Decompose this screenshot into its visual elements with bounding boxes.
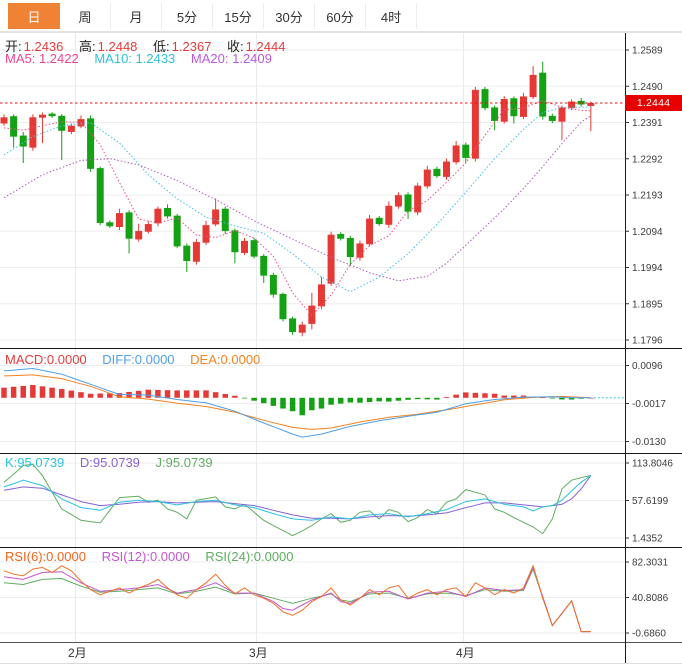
svg-text:113.8046: 113.8046: [632, 459, 673, 470]
svg-text:1.2292: 1.2292: [632, 154, 663, 165]
svg-text:0.0096: 0.0096: [632, 361, 663, 372]
tab-30min[interactable]: 30分: [264, 3, 315, 29]
tab-week[interactable]: 周: [60, 3, 111, 29]
svg-text:1.2094: 1.2094: [632, 227, 663, 238]
svg-text:1.2391: 1.2391: [632, 118, 663, 129]
tab-day[interactable]: 日: [8, 3, 60, 29]
timeframe-tabbar: 日 周 月 5分 15分 30分 60分 4时: [0, 0, 682, 32]
svg-text:1.4352: 1.4352: [632, 534, 663, 545]
svg-text:1.2193: 1.2193: [632, 191, 663, 202]
tab-5min[interactable]: 5分: [162, 3, 213, 29]
svg-text:-0.0130: -0.0130: [632, 437, 666, 448]
svg-text:1.2589: 1.2589: [632, 46, 663, 57]
svg-text:-0.6860: -0.6860: [632, 629, 666, 640]
tab-month[interactable]: 月: [111, 3, 162, 29]
svg-text:1.1895: 1.1895: [632, 299, 663, 310]
svg-text:1.2490: 1.2490: [632, 82, 663, 93]
tab-60min[interactable]: 60分: [315, 3, 366, 29]
svg-text:40.8086: 40.8086: [632, 593, 669, 604]
svg-text:-0.0017: -0.0017: [632, 399, 666, 410]
svg-text:1.1796: 1.1796: [632, 336, 663, 347]
svg-text:1.1994: 1.1994: [632, 263, 663, 274]
svg-text:57.6199: 57.6199: [632, 496, 669, 507]
tab-4hour[interactable]: 4时: [366, 3, 417, 29]
svg-text:82.3031: 82.3031: [632, 558, 669, 569]
tab-15min[interactable]: 15分: [213, 3, 264, 29]
